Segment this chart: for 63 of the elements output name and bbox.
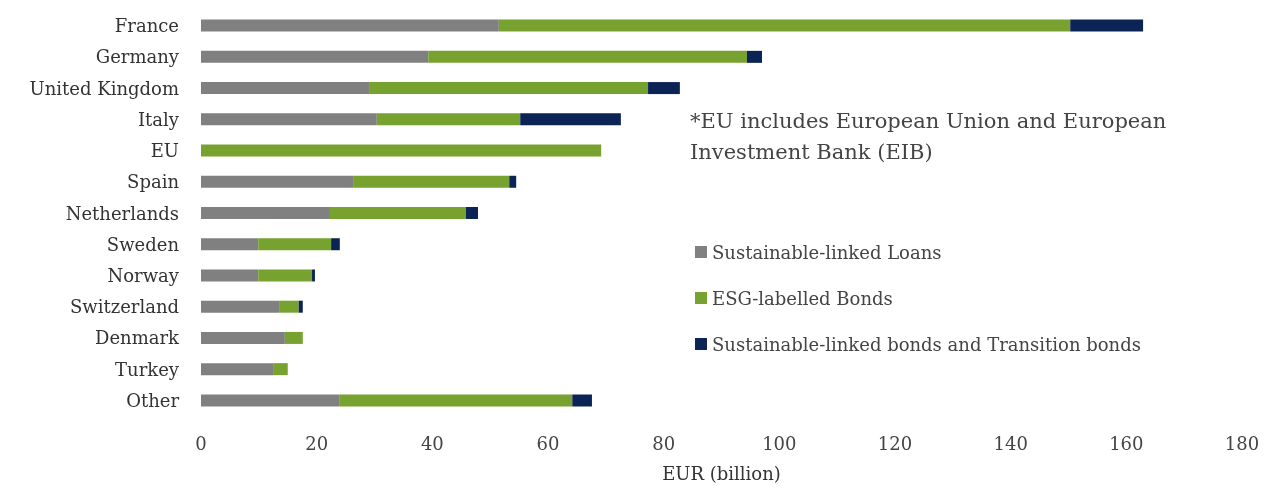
x-tick-label: 80 [652, 432, 676, 454]
bar [369, 82, 649, 95]
bar [331, 238, 340, 251]
y-tick-label: Other [126, 389, 180, 411]
bar [312, 269, 315, 282]
bar [201, 363, 274, 376]
x-tick-label: 160 [1109, 432, 1144, 454]
x-axis-title: EUR (billion) [662, 462, 781, 484]
bar [201, 82, 370, 95]
y-tick-label: Denmark [95, 327, 181, 349]
y-tick-label: Turkey [115, 358, 180, 380]
x-tick-label: 60 [536, 432, 560, 454]
bar [572, 394, 592, 407]
bar [648, 82, 680, 95]
x-tick-label: 120 [877, 432, 913, 454]
y-tick-label: United Kingdom [29, 77, 179, 99]
bar [273, 363, 288, 376]
x-tick-label: 20 [305, 432, 329, 454]
bar [509, 175, 517, 188]
bar [1070, 19, 1144, 32]
y-tick-label: Norway [107, 264, 180, 286]
bar [201, 144, 602, 157]
bar [201, 394, 340, 407]
bar [298, 300, 303, 313]
bar [465, 207, 479, 219]
bar [520, 113, 621, 126]
bar [279, 300, 299, 313]
x-tick-label: 180 [1224, 432, 1260, 454]
bar [201, 238, 259, 251]
bar [329, 207, 466, 219]
bar [353, 175, 510, 188]
x-tick-label: 0 [195, 432, 207, 454]
y-tick-label: Germany [95, 46, 180, 68]
bar [201, 19, 499, 32]
bar [201, 331, 285, 344]
annotation: *EU includes European Union and European Investment Bank (EIB) [690, 108, 1173, 164]
x-tick-label: 140 [993, 432, 1028, 454]
legend-label: Sustainable-linked bonds and Transition bonds [712, 333, 1141, 355]
bar [201, 175, 354, 188]
bar [258, 269, 313, 282]
y-tick-label: Sweden [106, 233, 180, 255]
bar [339, 394, 573, 407]
y-tick-label: Netherlands [65, 202, 179, 224]
bar [201, 269, 259, 282]
legend-label: Sustainable-linked Loans [712, 241, 942, 263]
bar [498, 19, 1071, 32]
bar [428, 50, 747, 63]
y-tick-label: EU [150, 140, 179, 162]
x-tick-label: 100 [762, 432, 797, 454]
bar [284, 331, 303, 344]
y-tick-label: Italy [137, 108, 180, 130]
bar [376, 113, 521, 126]
y-tick-label: Switzerland [69, 296, 179, 318]
bar [201, 207, 330, 219]
bar [746, 50, 762, 63]
bar [201, 50, 429, 63]
x-tick-label: 40 [420, 432, 444, 454]
bar [258, 238, 332, 251]
legend-label: ESG-labelled Bonds [712, 287, 893, 309]
y-tick-label: Spain [127, 171, 180, 193]
y-tick-label: France [114, 15, 179, 37]
bar [201, 113, 377, 126]
bar [201, 300, 280, 313]
